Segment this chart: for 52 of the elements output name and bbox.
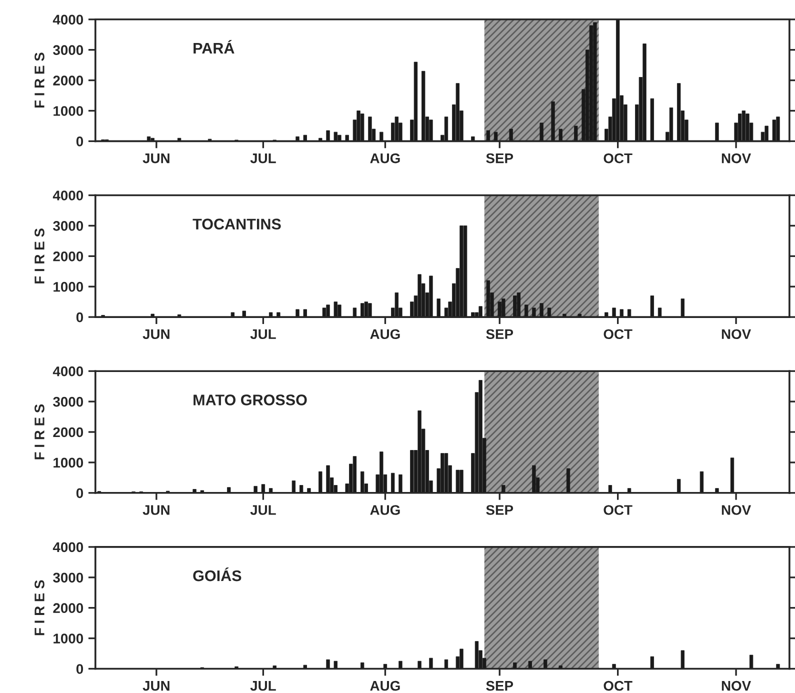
x-tick-label: OCT [604, 153, 632, 164]
x-tick-label: JUN [142, 329, 170, 340]
x-tick-label: SEP [486, 680, 514, 691]
x-tick-label: AUG [370, 153, 400, 164]
x-tick-label: OCT [604, 329, 632, 340]
x-tick-label: NOV [722, 680, 751, 691]
y-tick-label: 0 [76, 488, 84, 498]
x-tick-label: NOV [722, 505, 751, 515]
x-tick-label: JUL [250, 681, 276, 691]
x-tick-label: JUL [250, 329, 276, 340]
y-tick-label: 3000 [53, 45, 84, 56]
x-tick-label: JUN [142, 505, 170, 515]
x-tick-label: JUN [142, 681, 170, 691]
y-tick-label: 4000 [52, 14, 84, 25]
y-tick-label: 0 [76, 664, 84, 674]
x-tick-label: NOV [722, 153, 751, 164]
annotation: PARÁ [194, 40, 234, 54]
x-tick-label: AUG [370, 505, 400, 515]
annotation: MATO GROSSO [194, 394, 307, 406]
annotation: TOCANTINS [192, 218, 281, 230]
y-tick-label: 1000 [54, 458, 84, 468]
x-tick-label: SEP [486, 153, 514, 164]
y-tick-label: 1000 [54, 634, 84, 644]
y-tick-label: 4000 [52, 366, 84, 376]
y-tick-label: 2000 [53, 603, 84, 614]
x-tick-label: OCT [604, 505, 632, 515]
y-tick-label: 2000 [53, 427, 84, 438]
y-axis-title: F I R E S [34, 404, 44, 460]
y-tick-label: 0 [76, 312, 84, 322]
y-tick-label: 4000 [52, 190, 84, 200]
x-tick-label: AUG [370, 680, 400, 691]
x-tick-label: JUL [250, 154, 276, 164]
y-tick-label: 3000 [53, 221, 84, 231]
y-tick-label: 0 [76, 136, 84, 146]
x-tick-label: JUN [142, 154, 170, 164]
y-tick-label: 1000 [54, 282, 84, 292]
y-axis-title: F I R E S [34, 52, 44, 108]
x-tick-label: SEP [486, 505, 514, 515]
y-tick-label: 3000 [53, 572, 84, 583]
y-tick-label: 2000 [53, 251, 84, 262]
y-tick-label: 4000 [52, 542, 84, 552]
annotation: GOIÁS [193, 568, 242, 582]
x-tick-label: JUL [250, 505, 276, 515]
y-tick-label: 1000 [54, 106, 84, 116]
y-tick-label: 3000 [53, 396, 84, 407]
x-tick-label: NOV [722, 329, 751, 340]
x-tick-label: AUG [370, 329, 400, 340]
y-axis-title: F I R E S [34, 228, 44, 284]
x-tick-label: SEP [486, 329, 514, 340]
y-tick-label: 2000 [53, 76, 84, 86]
x-tick-label: OCT [604, 680, 632, 691]
y-axis-title: F I R E S [34, 580, 44, 636]
